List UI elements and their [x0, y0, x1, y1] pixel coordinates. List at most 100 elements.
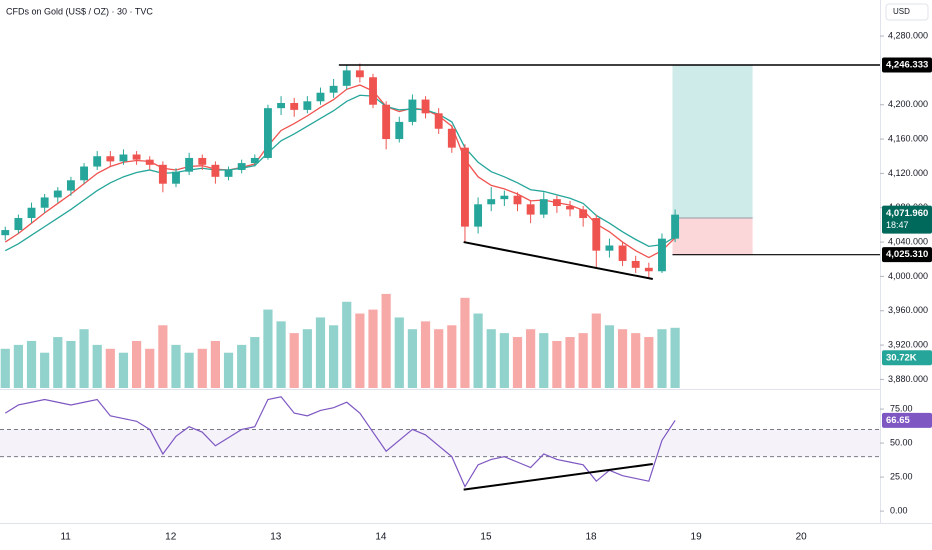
volume-bar	[394, 317, 404, 388]
volume-bar	[604, 325, 615, 388]
volume-bar	[657, 329, 667, 388]
volume-bar	[407, 329, 418, 388]
candle-body	[119, 154, 128, 162]
candle-body	[145, 159, 154, 165]
y-tick-label: 3,880.000	[888, 374, 928, 384]
y-tick-label: 4,120.000	[888, 168, 928, 178]
volume-bar	[670, 327, 680, 388]
candle-body	[132, 154, 141, 160]
candle-body	[93, 156, 102, 167]
y-tick-label: 4,160.000	[888, 133, 928, 143]
rsi-trendline	[463, 463, 653, 491]
candle-body	[513, 195, 522, 205]
candle-body	[290, 103, 299, 110]
candle-body	[434, 113, 443, 129]
volume-bar	[210, 340, 220, 388]
volume-bar	[434, 329, 444, 388]
y-tick-label: 3,960.000	[888, 305, 928, 315]
last-price-label: 4,071.960	[886, 208, 928, 219]
candle-body	[27, 207, 36, 219]
x-tick-label: 13	[270, 532, 282, 543]
volume-bar	[26, 340, 37, 388]
x-tick-label: 14	[375, 532, 387, 543]
volume-bar	[92, 344, 102, 388]
volume-bar	[381, 293, 391, 388]
volume-bar	[355, 313, 365, 388]
candle-body	[198, 157, 207, 165]
target-label: 4,246.333	[886, 59, 928, 70]
last-price-box	[882, 205, 932, 234]
volume-bar	[263, 309, 273, 388]
candle-body	[474, 204, 483, 227]
volume-bar	[578, 333, 588, 388]
candle-body	[211, 164, 220, 177]
chart-title: CFDs on Gold (US$ / OZ) · 30 · TVC	[6, 6, 153, 16]
volume-bar	[342, 301, 352, 388]
volume-bar	[0, 348, 10, 388]
volume-bar	[447, 325, 457, 388]
volume-bar	[539, 333, 549, 388]
volume-bar	[13, 344, 23, 388]
candle-body	[487, 199, 496, 205]
candle-body	[40, 197, 49, 208]
volume-bar	[132, 340, 142, 388]
candle-body	[14, 218, 23, 231]
candle-body	[421, 99, 430, 114]
volume-bar	[158, 325, 168, 388]
stop-label: 4,025.310	[886, 249, 928, 260]
y-tick-label: 4,000.000	[888, 271, 928, 281]
y-tick-label: 4,280.000	[888, 30, 928, 40]
candle-body	[566, 206, 574, 210]
candle-body	[250, 157, 259, 164]
volume-bar	[460, 297, 470, 388]
rsi-tick-label: 50.00	[890, 437, 913, 447]
candle-body	[592, 218, 601, 251]
rsi-tick-label: 0.00	[890, 505, 908, 515]
volume-bar	[105, 348, 115, 388]
rsi-tick-label: 75.00	[890, 403, 913, 413]
rsi-label: 66.65	[886, 415, 910, 426]
x-tick-label: 20	[796, 532, 808, 543]
candle-body	[447, 128, 456, 148]
volume-bar	[79, 329, 89, 388]
x-tick-label: 12	[165, 532, 177, 543]
volume-bar	[53, 337, 63, 388]
candle-body	[618, 245, 627, 261]
currency[interactable]: USD	[893, 7, 910, 16]
y-tick-label: 3,920.000	[888, 339, 928, 349]
moving-average	[4, 94, 676, 252]
rsi-line	[4, 396, 676, 488]
volume-bar	[565, 337, 575, 388]
x-tick-label: 11	[60, 532, 71, 543]
volume-bar	[302, 329, 312, 388]
candle-body	[53, 190, 62, 198]
candle-body	[461, 147, 469, 227]
volume-bar	[420, 321, 431, 388]
volume-bar	[368, 309, 378, 388]
volume-bar	[499, 333, 509, 388]
candle-body	[658, 238, 666, 272]
volume-label-box	[882, 350, 932, 366]
volume-bar	[591, 313, 601, 388]
volume-bar	[184, 352, 194, 388]
moving-average	[4, 84, 676, 259]
y-tick-label: 4,200.000	[888, 99, 928, 109]
x-tick-label: 18	[585, 532, 597, 543]
candle-body	[382, 104, 391, 140]
rsi-label-box	[882, 412, 932, 428]
target-label-box	[882, 57, 932, 73]
volume-bar	[171, 344, 181, 388]
candle-body	[264, 108, 272, 158]
rsi-band	[0, 429, 880, 457]
candle-body	[369, 77, 377, 105]
currency-box[interactable]	[885, 3, 929, 21]
candle-body	[277, 103, 286, 109]
candle-body	[671, 214, 680, 239]
volume-bar	[526, 329, 536, 388]
candle-body	[631, 260, 640, 268]
volume-bar	[329, 325, 339, 388]
candle-body	[237, 163, 246, 170]
volume-bar	[631, 333, 641, 388]
